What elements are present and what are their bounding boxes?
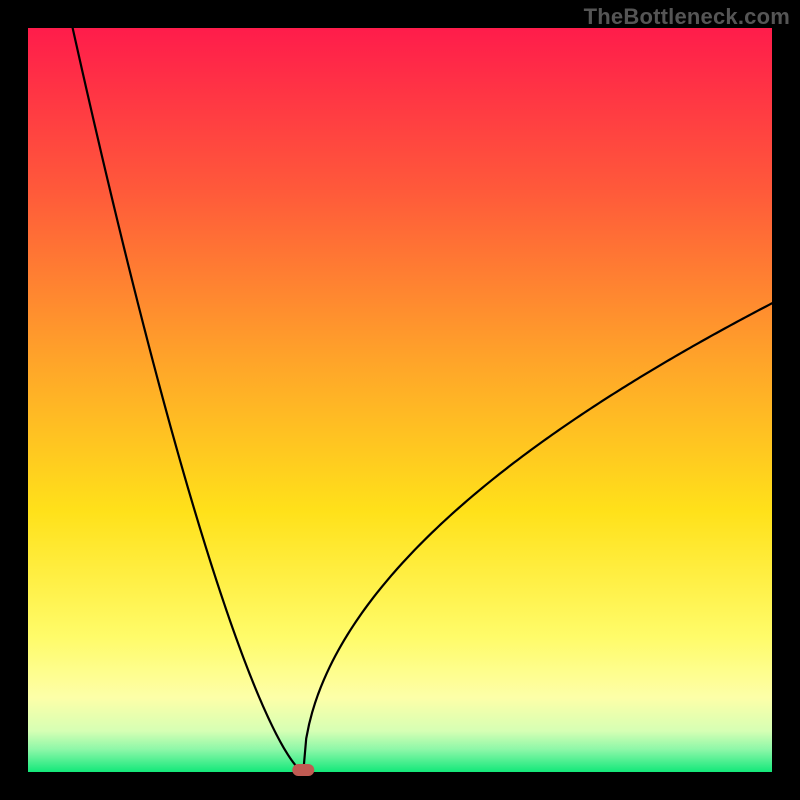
optimal-point-marker [292, 764, 314, 776]
bottleneck-chart [0, 0, 800, 800]
plot-background [28, 28, 772, 772]
watermark-text: TheBottleneck.com [584, 4, 790, 30]
